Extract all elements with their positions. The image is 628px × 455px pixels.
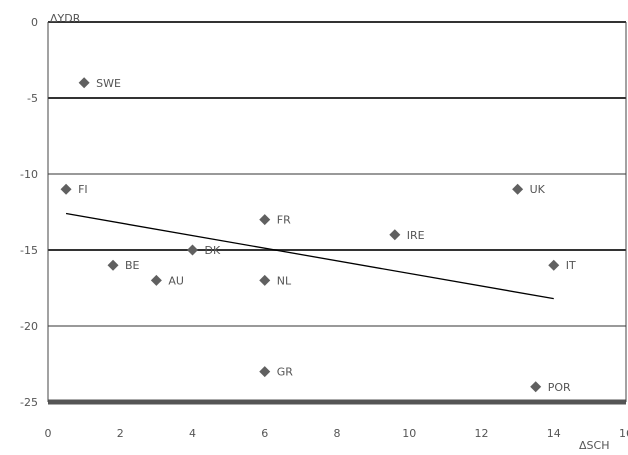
diamond-marker (259, 366, 271, 378)
data-point: IRE (389, 229, 425, 242)
point-label: IRE (407, 229, 425, 242)
data-point: SWE (78, 77, 121, 90)
diamond-marker (548, 259, 560, 271)
y-tick-label: -20 (20, 320, 38, 333)
x-axis-label: ΔSCH (579, 439, 609, 452)
x-tick-label: 12 (475, 427, 489, 440)
diamond-marker (512, 183, 524, 195)
point-label: NL (277, 274, 292, 287)
point-label: FI (78, 183, 88, 196)
x-tick-label: 4 (189, 427, 196, 440)
diamond-marker (150, 274, 162, 286)
y-tick-label: -10 (20, 168, 38, 181)
x-tick-label: 14 (547, 427, 561, 440)
point-label: GR (277, 366, 294, 379)
data-point: POR (530, 381, 571, 394)
x-tick-label: 2 (117, 427, 124, 440)
data-point: BE (107, 259, 140, 272)
point-label: FR (277, 214, 291, 227)
point-label: BE (125, 259, 140, 272)
data-point: DK (187, 244, 221, 257)
diamond-marker (60, 183, 72, 195)
diamond-marker (389, 229, 401, 241)
x-tick-label: 16 (619, 427, 628, 440)
diamond-marker (259, 214, 271, 226)
x-tick-label: 0 (45, 427, 52, 440)
point-label: POR (548, 381, 571, 394)
trendline (65, 212, 554, 300)
data-point: FR (259, 214, 291, 227)
y-tick-label: -25 (20, 396, 38, 409)
y-axis-label: ΔYDR (50, 12, 81, 25)
y-tick-label: 0 (31, 16, 38, 29)
y-tick-label: -15 (20, 244, 38, 257)
diamond-marker (107, 259, 119, 271)
point-label: AU (168, 274, 184, 287)
point-label: DK (205, 244, 221, 257)
x-tick-label: 6 (261, 427, 268, 440)
data-point: FI (60, 183, 88, 196)
data-point: IT (548, 259, 576, 272)
data-point: AU (150, 274, 184, 287)
data-point: GR (259, 366, 293, 379)
point-label: SWE (96, 77, 121, 90)
diamond-marker (259, 274, 271, 286)
axes (47, 22, 627, 402)
point-label: UK (530, 183, 546, 196)
x-tick-label: 10 (402, 427, 416, 440)
data-point: UK (512, 183, 546, 196)
x-tick-label: 8 (334, 427, 341, 440)
x-tick-labels: 0 2 4 6 8 10 12 14 16 (45, 427, 628, 440)
diamond-marker (187, 244, 198, 256)
diamond-marker (78, 77, 90, 89)
gridlines (48, 21, 626, 405)
point-label: IT (566, 259, 576, 272)
y-tick-label: -5 (27, 92, 38, 105)
data-points: SWE FI UK FR IRE DK BE IT AU NL GR POR (60, 77, 576, 394)
y-tick-labels: 0 -5 -10 -15 -20 -25 (20, 16, 38, 409)
diamond-marker (530, 381, 542, 393)
data-point: NL (259, 274, 292, 287)
